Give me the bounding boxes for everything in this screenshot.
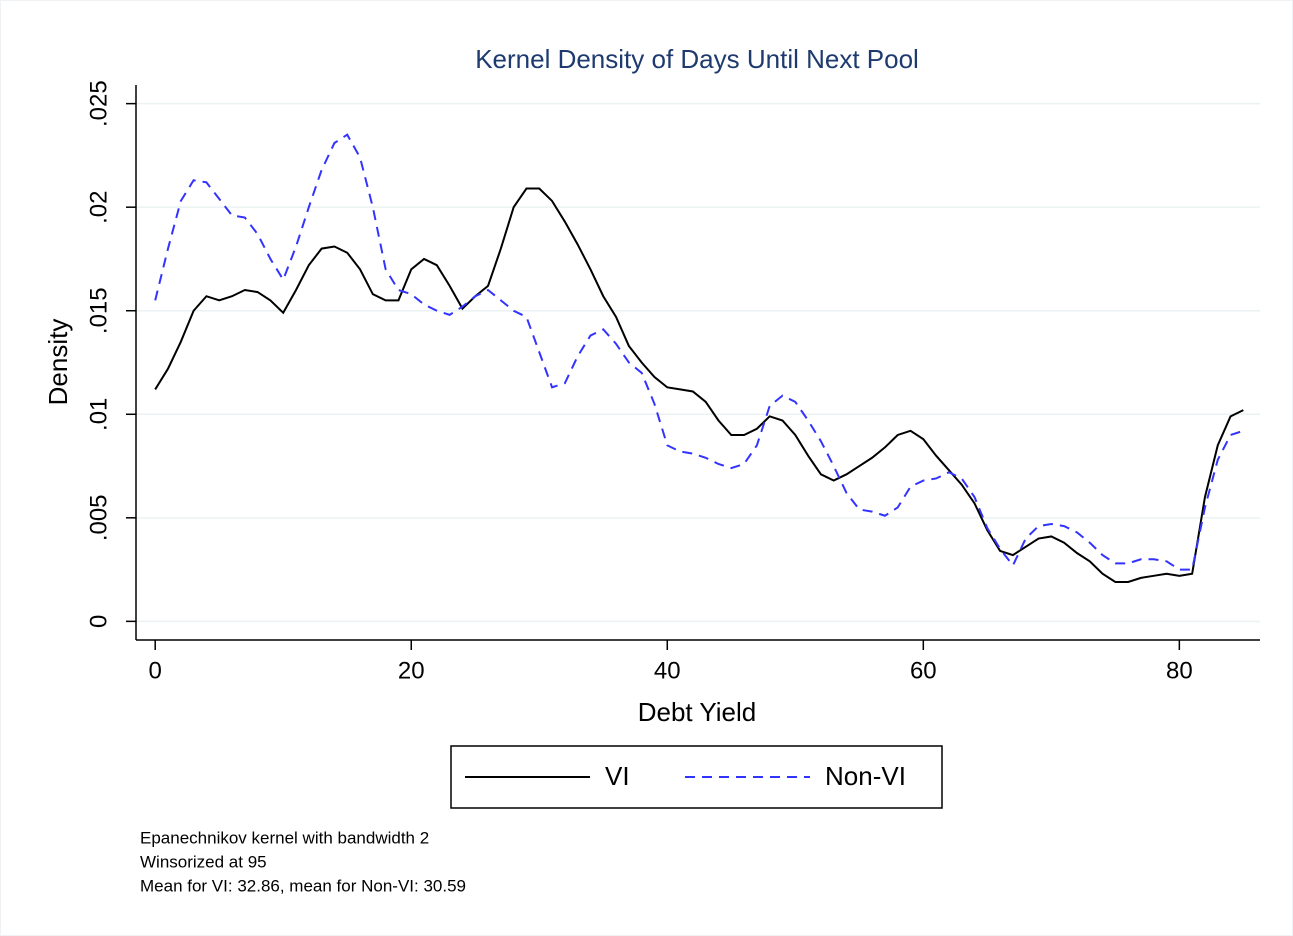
x-tick-label: 20: [398, 657, 425, 684]
note: Epanechnikov kernel with bandwidth 2: [140, 828, 429, 847]
y-tick-label: .005: [85, 494, 112, 541]
series-line: [154, 187, 1244, 584]
y-tick-label: .01: [85, 398, 112, 431]
y-axis-label: Density: [43, 319, 73, 406]
legend-label: Non-VI: [825, 761, 906, 791]
y-tick-label: 0: [85, 615, 112, 628]
x-tick-label: 0: [149, 657, 162, 684]
x-tick-label: 80: [1166, 657, 1193, 684]
x-tick-label: 40: [654, 657, 681, 684]
y-tick-label: .02: [85, 190, 112, 223]
x-tick-label: 60: [910, 657, 937, 684]
note: Mean for VI: 32.86, mean for Non-VI: 30.…: [140, 876, 466, 895]
y-tick-label: .025: [85, 80, 112, 127]
x-axis-label: Debt Yield: [638, 697, 757, 727]
note: Winsorized at 95: [140, 852, 267, 871]
y-tick-label: .015: [85, 287, 112, 334]
series-line: [154, 133, 1244, 571]
chart-title: Kernel Density of Days Until Next Pool: [475, 44, 919, 74]
legend-label: VI: [605, 761, 630, 791]
